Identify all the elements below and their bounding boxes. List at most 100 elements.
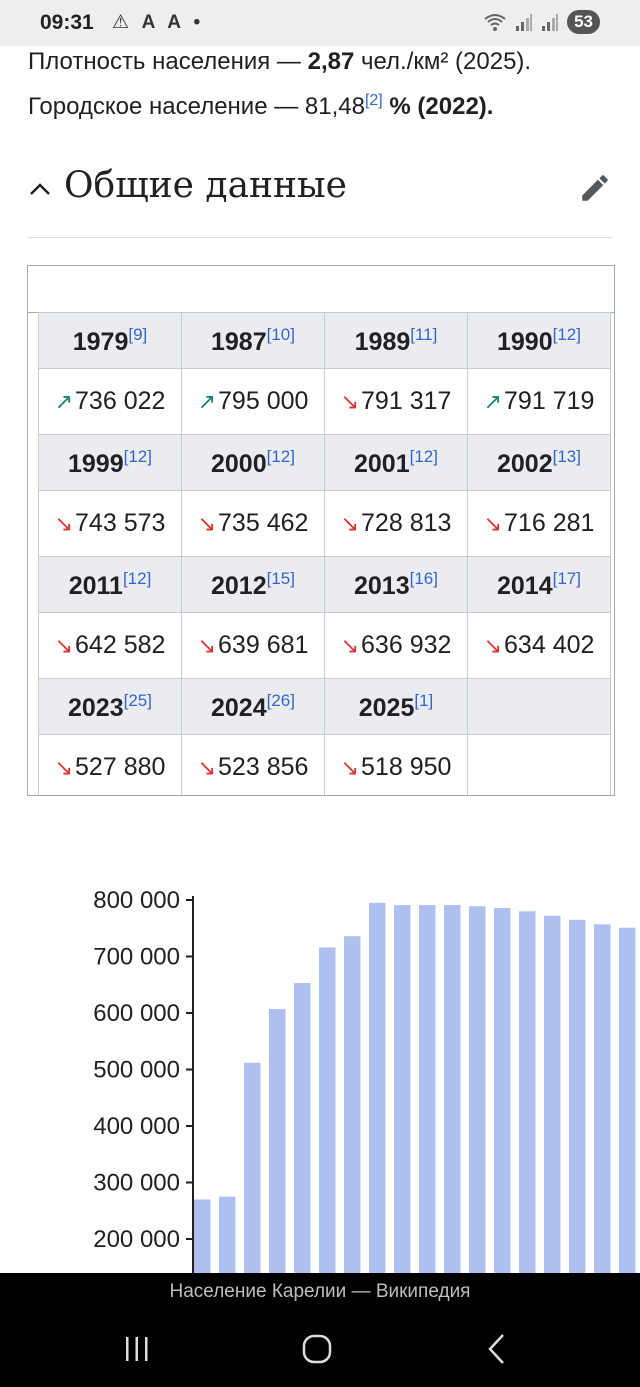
home-icon[interactable]: [297, 1331, 337, 1367]
chart-bar[interactable]: [469, 906, 486, 1275]
chart-bar[interactable]: [394, 905, 411, 1275]
chart-bar[interactable]: [519, 911, 536, 1275]
chart-bar[interactable]: [369, 902, 386, 1275]
population-value: 523 856: [218, 753, 309, 781]
year-cell: 1987[10]: [181, 312, 325, 369]
trend-down-icon: ↘: [197, 511, 217, 536]
year-label: 1999: [68, 449, 124, 478]
value-cell: ↗795 000: [181, 368, 325, 435]
chart-bar[interactable]: [419, 905, 436, 1275]
year-label: 1989: [354, 327, 411, 356]
trend-down-icon: ↘: [54, 755, 74, 780]
y-tick-label: 700 000: [93, 944, 180, 971]
value-cell: ↘636 932: [324, 612, 468, 679]
value-cell: ↗736 022: [38, 368, 182, 435]
chart-bar[interactable]: [444, 905, 461, 1275]
recent-apps-icon[interactable]: [117, 1331, 157, 1367]
ref-link[interactable]: [26]: [266, 690, 295, 710]
wifi-icon: [484, 14, 506, 31]
population-value: 795 000: [218, 387, 309, 415]
trend-down-icon: ↘: [54, 633, 74, 658]
value-cell: ↘728 813: [324, 490, 468, 557]
chart-bar[interactable]: [269, 1009, 286, 1275]
year-label: 1990: [497, 327, 553, 356]
trend-down-icon: ↘: [483, 511, 503, 536]
ref-link[interactable]: [12]: [266, 446, 295, 466]
year-cell: 1999[12]: [38, 434, 182, 491]
chart-bar[interactable]: [594, 924, 611, 1275]
value-cell: ↘743 573: [38, 490, 182, 557]
ref-link[interactable]: [16]: [409, 568, 438, 588]
y-tick-label: 300 000: [93, 1170, 180, 1197]
ref-link[interactable]: [25]: [123, 690, 152, 710]
chart-bar[interactable]: [494, 907, 511, 1275]
value-cell: [467, 734, 611, 795]
year-cell: 2025[1]: [324, 678, 468, 735]
section-title: Общие данные: [64, 165, 347, 206]
chart-bar[interactable]: [344, 936, 361, 1275]
ref-link[interactable]: [11]: [410, 324, 438, 344]
population-value: 735 462: [218, 509, 309, 537]
chart-bar[interactable]: [194, 1199, 211, 1275]
year-cell: 2002[13]: [467, 434, 611, 491]
chart-bar[interactable]: [244, 1062, 261, 1275]
value-cell: ↘735 462: [181, 490, 325, 557]
notification-icons: ⚠ A A •: [112, 12, 205, 33]
year-cell: 2011[12]: [38, 556, 182, 613]
section-heading[interactable]: Общие данные: [28, 165, 612, 238]
page-title: Население Карелии — Википедия: [169, 1281, 471, 1302]
y-tick-label: 600 000: [93, 1000, 180, 1027]
density-suffix: чел./км² (2025).: [354, 48, 532, 75]
year-row: 2023[25] 2024[26] 2025[1]: [38, 678, 611, 735]
chart-bar[interactable]: [619, 927, 636, 1275]
population-value: 716 281: [504, 509, 595, 537]
chart-bar[interactable]: [569, 919, 586, 1275]
ref-link[interactable]: [10]: [266, 324, 295, 344]
value-cell: ↘518 950: [324, 734, 468, 795]
back-icon[interactable]: [477, 1331, 517, 1367]
chart-bar[interactable]: [544, 915, 561, 1275]
ref-link[interactable]: [12]: [123, 446, 152, 466]
year-row: 2011[12] 2012[15] 2013[16] 2014[17]: [38, 556, 611, 613]
year-label: 2011: [68, 571, 123, 600]
population-value: 518 950: [361, 753, 452, 781]
chart-bar[interactable]: [219, 1196, 236, 1275]
trend-down-icon: ↘: [340, 511, 360, 536]
value-cell: ↘527 880: [38, 734, 182, 795]
y-tick-label: 500 000: [93, 1057, 180, 1084]
density-line: Плотность населения — 2,87 чел./км² (202…: [28, 48, 531, 76]
year-row: 1999[12] 2000[12] 2001[12] 2002[13]: [38, 434, 611, 491]
chevron-up-icon[interactable]: [28, 177, 52, 201]
chart-bar[interactable]: [319, 947, 336, 1275]
value-cell: ↘642 582: [38, 612, 182, 679]
population-grid: 1979[9] 1987[10] 1989[11] 1990[12] ↗736 022 ↗…: [38, 312, 611, 795]
table-caption-row: [28, 266, 614, 313]
trend-down-icon: ↘: [54, 511, 74, 536]
ref-link[interactable]: [17]: [552, 568, 581, 588]
population-value: 527 880: [75, 753, 166, 781]
ref-link[interactable]: [13]: [552, 446, 581, 466]
population-value: 736 022: [75, 387, 166, 415]
value-row: ↘642 582 ↘639 681 ↘636 932 ↘634 402: [38, 612, 611, 679]
trend-up-icon: ↗: [197, 389, 217, 414]
ref-link[interactable]: [9]: [128, 324, 148, 344]
population-value: 639 681: [218, 631, 309, 659]
ref-link[interactable]: [2]: [364, 92, 383, 109]
year-label: 2023: [68, 693, 124, 722]
ref-link[interactable]: [12]: [122, 568, 152, 588]
edit-pencil-icon[interactable]: [578, 171, 612, 205]
year-cell: 2012[15]: [181, 556, 325, 613]
ref-link[interactable]: [12]: [552, 324, 581, 344]
population-value: 728 813: [361, 509, 452, 537]
chart-bar[interactable]: [294, 983, 311, 1275]
trend-down-icon: ↘: [483, 633, 503, 658]
ref-link[interactable]: [15]: [266, 568, 295, 588]
ref-link[interactable]: [12]: [409, 446, 438, 466]
status-bar: 09:31 ⚠ A A • 53: [0, 0, 640, 46]
year-cell: 2013[16]: [324, 556, 468, 613]
ref-link[interactable]: [1]: [414, 690, 434, 710]
value-cell: ↘639 681: [181, 612, 325, 679]
year-label: 2002: [497, 449, 553, 478]
year-label: 1987: [211, 327, 267, 356]
year-cell: 2024[26]: [181, 678, 325, 735]
